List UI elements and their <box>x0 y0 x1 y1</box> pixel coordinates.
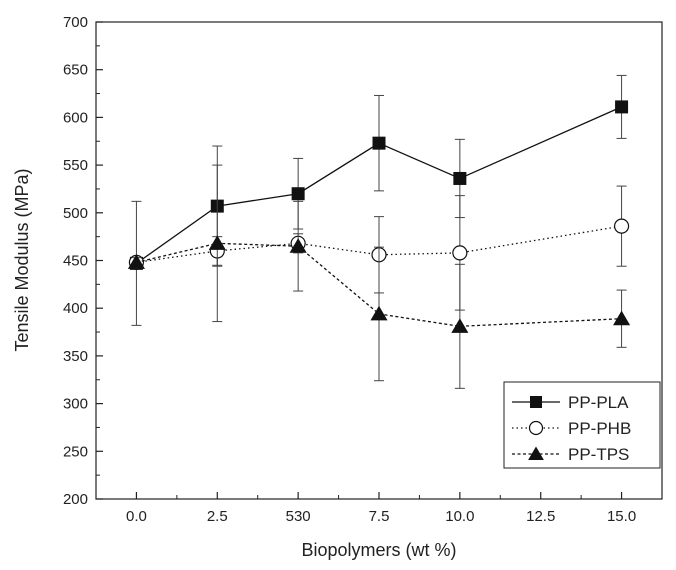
marker-triangle <box>208 235 226 250</box>
marker-triangle <box>528 446 544 460</box>
legend-item: PP-PLA <box>512 393 629 412</box>
y-tick-label: 550 <box>63 157 88 174</box>
legend: PP-PLA PP-PHB PP-TPS <box>503 381 661 469</box>
x-tick-label: 530 <box>286 508 311 525</box>
legend-label: PP-PHB <box>568 419 631 438</box>
series-line <box>136 242 622 327</box>
x-tick-label: 0.0 <box>126 508 147 525</box>
marker-triangle <box>370 305 388 321</box>
marker-square <box>453 171 467 185</box>
series-line <box>136 225 622 264</box>
y-tick-label: 300 <box>63 396 88 413</box>
series-line <box>136 106 622 264</box>
legend-label: PP-PLA <box>568 393 629 412</box>
y-axis: 200 250 300 350 400 450 500 550 600 650 700 <box>63 14 103 508</box>
y-tick-label: 650 <box>63 62 88 79</box>
marker-square <box>372 136 386 150</box>
marker-triangle <box>451 318 469 333</box>
y-tick-label: 700 <box>63 14 88 31</box>
marker-circle <box>613 218 630 234</box>
series-pp-tps <box>127 164 631 389</box>
y-tick-label: 500 <box>63 205 88 222</box>
y-tick-label: 400 <box>63 300 88 317</box>
legend-item: PP-TPS <box>512 445 629 464</box>
y-tick-label: 250 <box>63 443 88 460</box>
y-tick-label: 200 <box>63 491 88 508</box>
marker-triangle <box>289 238 307 253</box>
marker-triangle <box>127 254 145 269</box>
y-tick-label: 600 <box>63 109 88 126</box>
legend-label: PP-TPS <box>568 445 629 464</box>
x-tick-label: 15.0 <box>607 508 636 525</box>
series-layer <box>127 74 631 389</box>
x-axis: 0.0 2.5 530 7.5 10.0 12.5 15.0 <box>126 492 636 525</box>
x-tick-label: 2.5 <box>207 508 228 525</box>
y-tick-label: 350 <box>63 348 88 365</box>
marker-circle <box>452 245 468 261</box>
marker-circle <box>528 420 544 436</box>
y-axis-title: Tensile Modulus (MPa) <box>12 168 32 351</box>
marker-square <box>615 100 629 114</box>
marker-square <box>291 187 305 201</box>
marker-square <box>530 396 542 408</box>
x-tick-label: 7.5 <box>369 508 390 525</box>
x-axis-title: Biopolymers (wt %) <box>301 540 456 560</box>
legend-item: PP-PHB <box>512 419 631 438</box>
marker-triangle <box>613 310 631 326</box>
x-tick-label: 10.0 <box>445 508 474 525</box>
x-tick-label: 12.5 <box>526 508 555 525</box>
y-tick-label: 450 <box>63 253 88 270</box>
